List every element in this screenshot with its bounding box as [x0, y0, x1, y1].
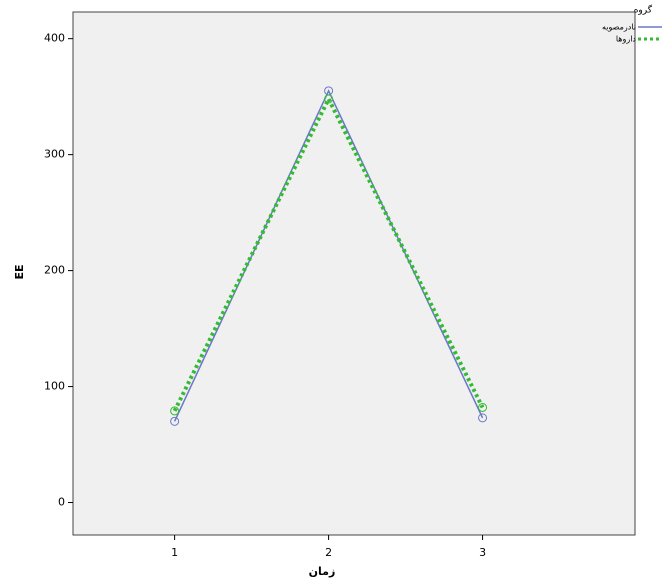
y-tick-label: 400	[44, 32, 65, 45]
x-tick-label: 2	[325, 546, 332, 559]
point-marker	[170, 416, 180, 426]
y-tick-label: 200	[44, 264, 65, 277]
point-marker	[478, 413, 488, 423]
legend-title: گروه	[634, 4, 653, 16]
y-tick-label: 100	[44, 380, 65, 393]
series-line	[173, 89, 484, 422]
y-tick-label: 0	[58, 496, 65, 509]
plot-area	[72, 11, 636, 536]
point-marker	[170, 406, 180, 416]
y-axis-label: EE	[13, 264, 26, 279]
x-tick-label: 3	[479, 546, 486, 559]
x-axis-label: زمان	[309, 565, 336, 578]
legend-label: داروها	[616, 35, 637, 44]
x-tick-label: 1	[171, 546, 178, 559]
y-tick-label: 300	[44, 148, 65, 161]
legend-label: نادرمصویه	[602, 23, 636, 32]
point-marker	[478, 402, 488, 412]
point-marker	[324, 94, 334, 104]
series-line	[172, 94, 485, 412]
